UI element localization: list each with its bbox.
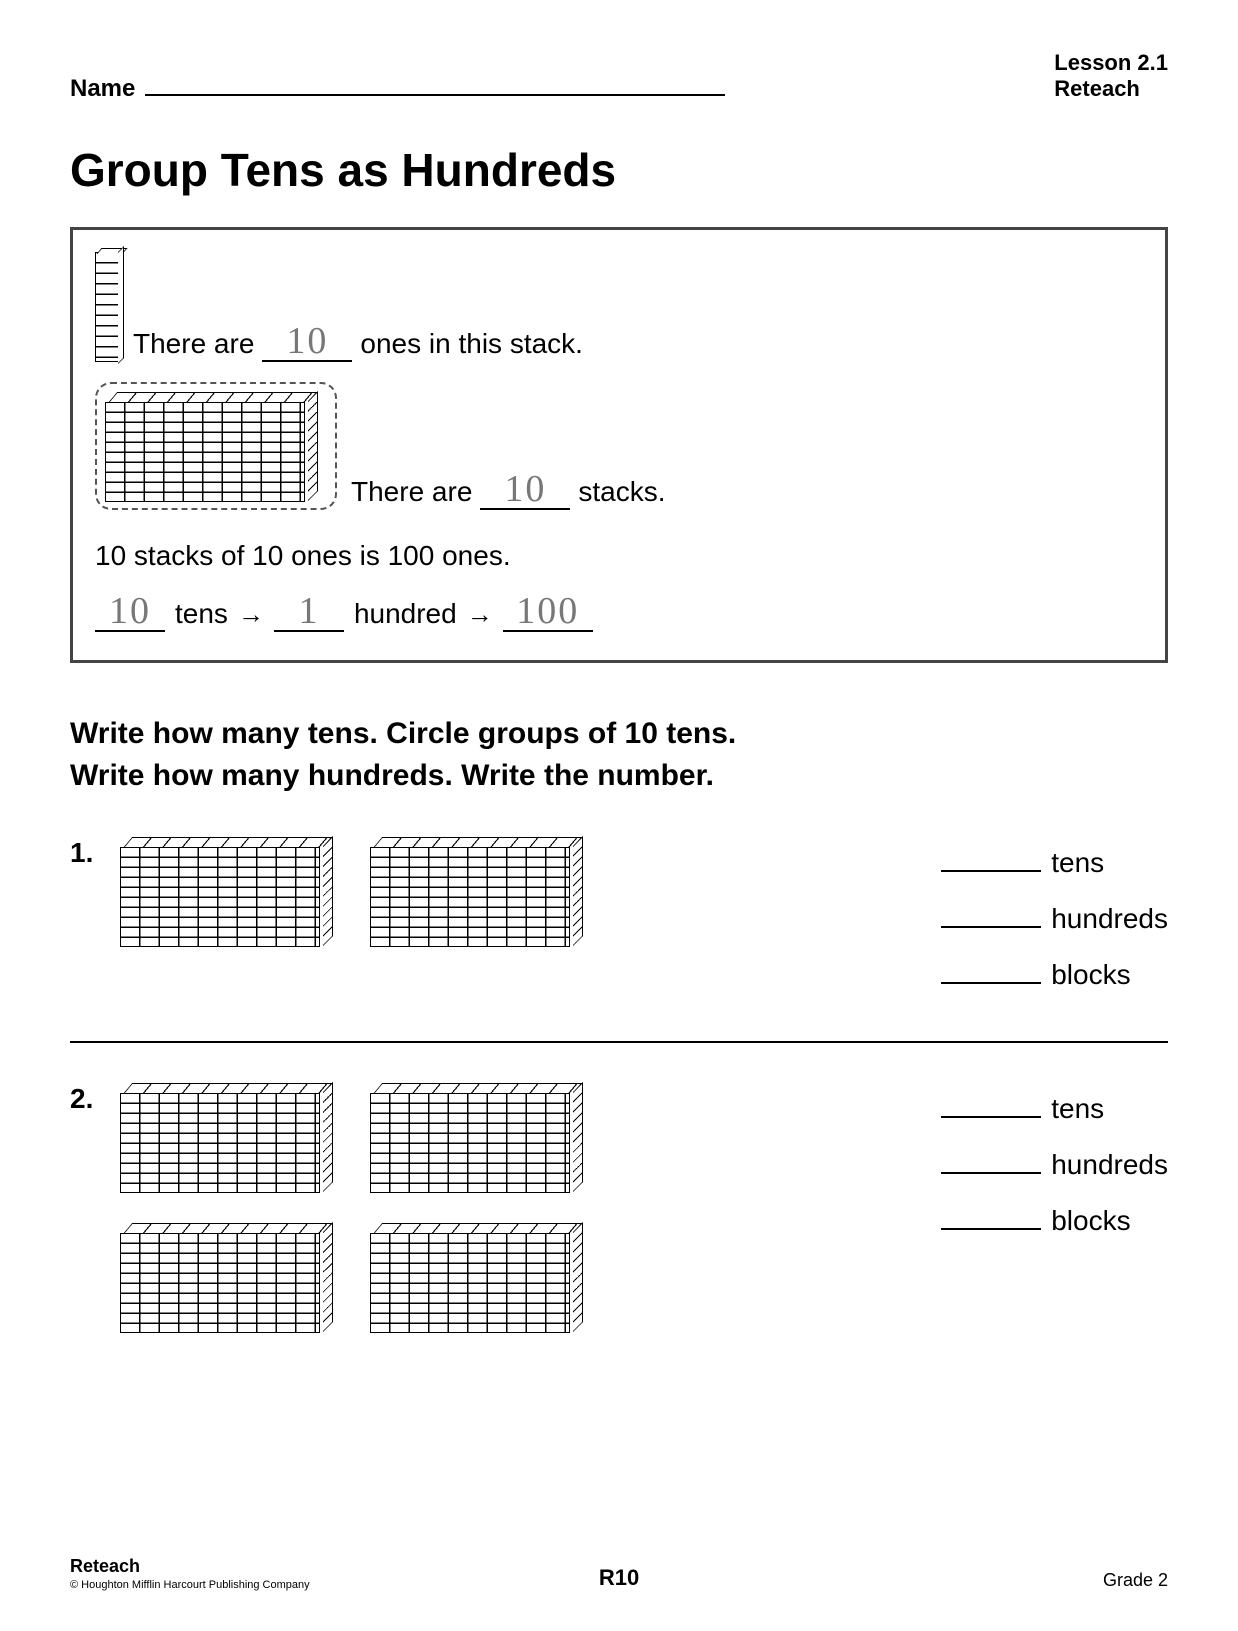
- blank-ones[interactable]: 10: [262, 322, 352, 362]
- example-statement: 10 stacks of 10 ones is 100 ones.: [95, 540, 1143, 572]
- text: There are: [351, 476, 472, 508]
- circled-group: [95, 382, 337, 510]
- sentence-1: There are 10 ones in this stack.: [133, 322, 583, 362]
- lesson-info: Lesson 2.1 Reteach: [1054, 50, 1168, 103]
- flat-block: [370, 837, 590, 947]
- instructions: Write how many tens. Circle groups of 10…: [70, 713, 1168, 797]
- answer-column: tens hundreds blocks: [941, 1083, 1168, 1237]
- name-input-line[interactable]: [145, 76, 725, 96]
- worksheet-header: Name Lesson 2.1 Reteach: [70, 50, 1168, 103]
- text: ones in this stack.: [360, 328, 583, 360]
- blank[interactable]: [941, 848, 1041, 872]
- text: stacks.: [578, 476, 665, 508]
- label: hundreds: [1051, 903, 1168, 935]
- handwritten-value: 100: [516, 590, 579, 632]
- flat-block: [105, 392, 325, 502]
- instructions-line2: Write how many hundreds. Write the numbe…: [70, 755, 1168, 797]
- flat-block: [120, 1083, 340, 1193]
- label: tens: [1051, 847, 1104, 879]
- label: hundreds: [1051, 1149, 1168, 1181]
- page-title: Group Tens as Hundreds: [70, 143, 1168, 197]
- page-footer: Reteach © Houghton Mifflin Harcourt Publ…: [70, 1556, 1168, 1591]
- problem-divider: [70, 1041, 1168, 1043]
- name-label: Name: [70, 75, 135, 103]
- label: blocks: [1051, 959, 1130, 991]
- example-row-2: There are 10 stacks.: [95, 382, 1143, 510]
- blank[interactable]: [941, 1094, 1041, 1118]
- label: blocks: [1051, 1205, 1130, 1237]
- handwritten-value: 1: [298, 590, 319, 632]
- answer-hundreds: hundreds: [941, 903, 1168, 935]
- problem-number: 1.: [70, 837, 100, 869]
- label-hundred: hundred: [354, 598, 457, 630]
- flat-block: [120, 837, 340, 947]
- label-tens: tens: [175, 598, 228, 630]
- arrow-icon: →: [467, 599, 493, 630]
- lesson-type: Reteach: [1054, 76, 1168, 102]
- flat-block: [120, 1223, 340, 1333]
- blank[interactable]: [941, 960, 1041, 984]
- conversion-row: 10 tens → 1 hundred → 100: [95, 592, 1143, 632]
- label: tens: [1051, 1093, 1104, 1125]
- blank[interactable]: [941, 904, 1041, 928]
- problem-2: 2. tens hundreds blocks: [70, 1083, 1168, 1373]
- page-number: R10: [599, 1565, 639, 1591]
- instructions-line1: Write how many tens. Circle groups of 10…: [70, 713, 1168, 755]
- sentence-2: There are 10 stacks.: [351, 470, 666, 510]
- answer-blocks: blocks: [941, 1205, 1168, 1237]
- blank-total[interactable]: 100: [503, 592, 593, 632]
- footer-label: Reteach: [70, 1556, 310, 1577]
- footer-left: Reteach © Houghton Mifflin Harcourt Publ…: [70, 1556, 310, 1591]
- blank-hundred[interactable]: 1: [274, 592, 344, 632]
- handwritten-value: 10: [504, 468, 546, 510]
- copyright: © Houghton Mifflin Harcourt Publishing C…: [70, 1579, 310, 1591]
- answer-tens: tens: [941, 847, 1168, 879]
- arrow-icon: →: [238, 599, 264, 630]
- blank[interactable]: [941, 1206, 1041, 1230]
- blank[interactable]: [941, 1150, 1041, 1174]
- lesson-number: Lesson 2.1: [1054, 50, 1168, 76]
- footer-grade: Grade 2: [1103, 1570, 1168, 1591]
- single-stack-diagram: [95, 252, 119, 362]
- blank-tens[interactable]: 10: [95, 592, 165, 632]
- flat-block: [370, 1223, 590, 1333]
- answer-hundreds: hundreds: [941, 1149, 1168, 1181]
- example-row-1: There are 10 ones in this stack.: [95, 252, 1143, 362]
- answer-blocks: blocks: [941, 959, 1168, 991]
- blocks-area: [120, 837, 640, 947]
- problem-number: 2.: [70, 1083, 100, 1115]
- answer-tens: tens: [941, 1093, 1168, 1125]
- example-box: There are 10 ones in this stack. There a…: [70, 227, 1168, 663]
- name-field: Name: [70, 75, 725, 103]
- problem-1: 1. tens hundreds blocks: [70, 837, 1168, 1031]
- handwritten-value: 10: [286, 320, 328, 362]
- handwritten-value: 10: [109, 590, 151, 632]
- answer-column: tens hundreds blocks: [941, 837, 1168, 991]
- blank-stacks[interactable]: 10: [480, 470, 570, 510]
- text: There are: [133, 328, 254, 360]
- blocks-area: [120, 1083, 640, 1333]
- flat-block: [370, 1083, 590, 1193]
